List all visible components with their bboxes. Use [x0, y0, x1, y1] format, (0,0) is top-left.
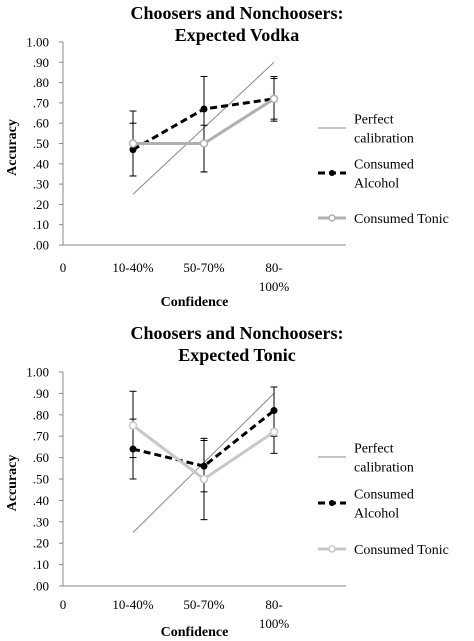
legend-label-alcohol: Consumed [354, 488, 414, 503]
y-tick-label: .00 [33, 238, 49, 253]
y-tick-label: .90 [33, 386, 49, 401]
x-axis-label: Confidence [161, 295, 229, 310]
legend-label-alcohol: Alcohol [354, 507, 399, 522]
line-chart-expected-tonic: .00 .10 .20 .30 .40 .50 .60 .70 .80 .90 1.00 0 10-40… [5, 365, 449, 641]
chart-panel-expected-vodka: Choosers and Nonchoosers: Expected Vodka… [0, 0, 474, 320]
data-point-alcohol [200, 105, 208, 113]
legend-marker-tonic [328, 545, 336, 553]
y-axis-label: Accuracy [5, 119, 20, 176]
data-point-tonic [199, 474, 209, 484]
data-point-tonic [128, 421, 138, 430]
series-line-alcohol [132, 409, 275, 468]
y-tick-label: .00 [33, 579, 49, 594]
data-point-tonic [269, 94, 279, 104]
legend-label-perfect-calibration: calibration [354, 461, 414, 476]
x-tick-label: 50-70% [183, 597, 224, 612]
y-tick-label: .60 [33, 116, 49, 131]
y-tick-label: .80 [33, 407, 49, 422]
x-tick-label: 100% [259, 616, 290, 631]
x-tick-label: 80- [265, 597, 282, 612]
chart-title-line-1: Choosers and Nonchoosers: [130, 3, 344, 23]
y-tick-label: 1.00 [26, 35, 49, 50]
x-tick-label: 10-40% [112, 597, 153, 612]
line-chart-expected-vodka: .00 .10 .20 .30 .40 .50 .60 .70 .80 .90 1.00 0 10-40… [5, 35, 449, 311]
y-axis-label: Accuracy [5, 455, 20, 512]
legend-marker-alcohol [329, 500, 335, 506]
chart-title: Choosers and Nonchoosers: Expected Tonic [0, 322, 474, 366]
legend-label-tonic: Consumed Tonic [354, 543, 449, 558]
y-tick-label: .10 [33, 557, 49, 572]
y-tick-label: .30 [33, 514, 49, 529]
y-tick-label: .20 [33, 197, 49, 212]
x-origin-label: 0 [60, 597, 67, 612]
x-axis-label: Confidence [161, 625, 229, 640]
legend-label-tonic: Consumed Tonic [354, 212, 449, 227]
legend-marker-alcohol [329, 170, 335, 176]
legend-label-perfect-calibration: Perfect [354, 442, 394, 457]
x-tick-label: 50-70% [183, 260, 224, 275]
chart-panel-expected-tonic: Choosers and Nonchoosers: Expected Tonic… [0, 320, 474, 641]
y-tick-label: .80 [33, 75, 49, 90]
y-tick-label: .70 [33, 95, 49, 110]
chart-title-line-2: Expected Tonic [178, 345, 296, 365]
y-tick-label: .40 [33, 156, 49, 171]
y-tick-label: .60 [33, 450, 49, 465]
legend-label-alcohol: Consumed [354, 158, 414, 173]
x-tick-label: 80- [265, 260, 282, 275]
chart-title: Choosers and Nonchoosers: Expected Vodka [0, 2, 474, 46]
legend-label-perfect-calibration: calibration [354, 132, 414, 147]
data-point-tonic [269, 427, 279, 437]
x-origin-label: 0 [60, 260, 67, 275]
legend-label-perfect-calibration: Perfect [354, 113, 394, 128]
y-tick-label: .40 [33, 493, 49, 508]
data-point-tonic [128, 139, 138, 148]
y-tick-label: .50 [33, 136, 49, 151]
y-tick-label: .50 [33, 472, 49, 487]
y-tick-label: .20 [33, 536, 49, 551]
chart-title-line-2: Expected Vodka [174, 25, 300, 45]
chart-title-line-1: Choosers and Nonchoosers: [130, 323, 344, 343]
legend-marker-tonic [328, 214, 336, 222]
data-point-tonic [199, 139, 209, 148]
y-tick-label: .70 [33, 429, 49, 444]
y-tick-label: .10 [33, 217, 49, 232]
y-tick-label: .90 [33, 55, 49, 70]
y-tick-label: 1.00 [26, 365, 49, 380]
legend-label-alcohol: Alcohol [354, 177, 399, 192]
x-tick-label: 100% [259, 279, 290, 294]
y-tick-label: .30 [33, 177, 49, 192]
x-tick-label: 10-40% [112, 260, 153, 275]
